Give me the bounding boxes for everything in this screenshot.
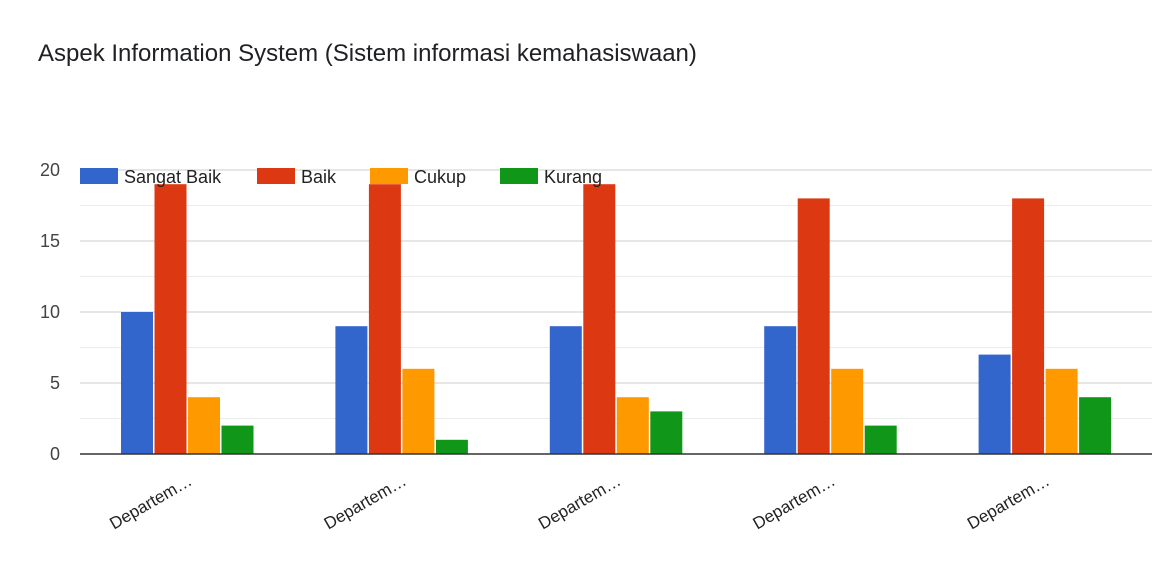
bar-baik	[368, 184, 401, 454]
bar-baik	[154, 184, 187, 454]
bar-baik	[583, 184, 616, 454]
bar-baik	[1012, 198, 1045, 454]
y-tick-label: 0	[50, 444, 60, 464]
legend-swatch	[80, 168, 118, 184]
bar-cukup	[402, 368, 435, 454]
bar-sangat-baik	[335, 326, 368, 454]
bars	[121, 184, 1112, 454]
x-tick-label: Departem…	[964, 471, 1053, 533]
legend-swatch	[500, 168, 538, 184]
bar-sangat-baik	[121, 312, 153, 454]
bar-cukup	[831, 368, 864, 454]
bar-sangat-baik	[978, 354, 1011, 454]
x-tick-label: Departem…	[535, 471, 624, 533]
legend: Sangat Baik Baik Cukup Kurang	[80, 167, 602, 187]
bar-kurang	[1079, 397, 1112, 454]
bar-baik	[797, 198, 830, 454]
x-tick-label: Departem…	[321, 471, 410, 533]
y-tick-label: 15	[40, 231, 60, 251]
bar-sangat-baik	[549, 326, 582, 454]
y-tick-label: 5	[50, 373, 60, 393]
bar-kurang	[864, 425, 897, 454]
x-axis-labels: Departem… Departem… Departem… Departem… Depa…	[106, 471, 1052, 533]
y-tick-label: 20	[40, 160, 60, 180]
bar-kurang	[435, 439, 468, 454]
chart-title: Aspek Information System (Sistem informa…	[38, 40, 697, 67]
legend-label: Baik	[301, 167, 337, 187]
bar-kurang	[221, 425, 254, 454]
legend-label: Cukup	[414, 167, 466, 187]
x-tick-label: Departem…	[750, 471, 839, 533]
x-tick-label: Departem…	[106, 471, 195, 533]
y-tick-label: 10	[40, 302, 60, 322]
bar-cukup	[1045, 368, 1078, 454]
legend-swatch	[257, 168, 295, 184]
legend-label: Kurang	[544, 167, 602, 187]
bar-cukup	[188, 397, 220, 454]
bar-sangat-baik	[764, 326, 797, 454]
bar-kurang	[650, 411, 683, 454]
bar-cukup	[616, 397, 649, 454]
legend-swatch	[370, 168, 408, 184]
legend-label: Sangat Baik	[124, 167, 222, 187]
y-axis-ticks: 0 5 10 15 20	[40, 160, 60, 464]
